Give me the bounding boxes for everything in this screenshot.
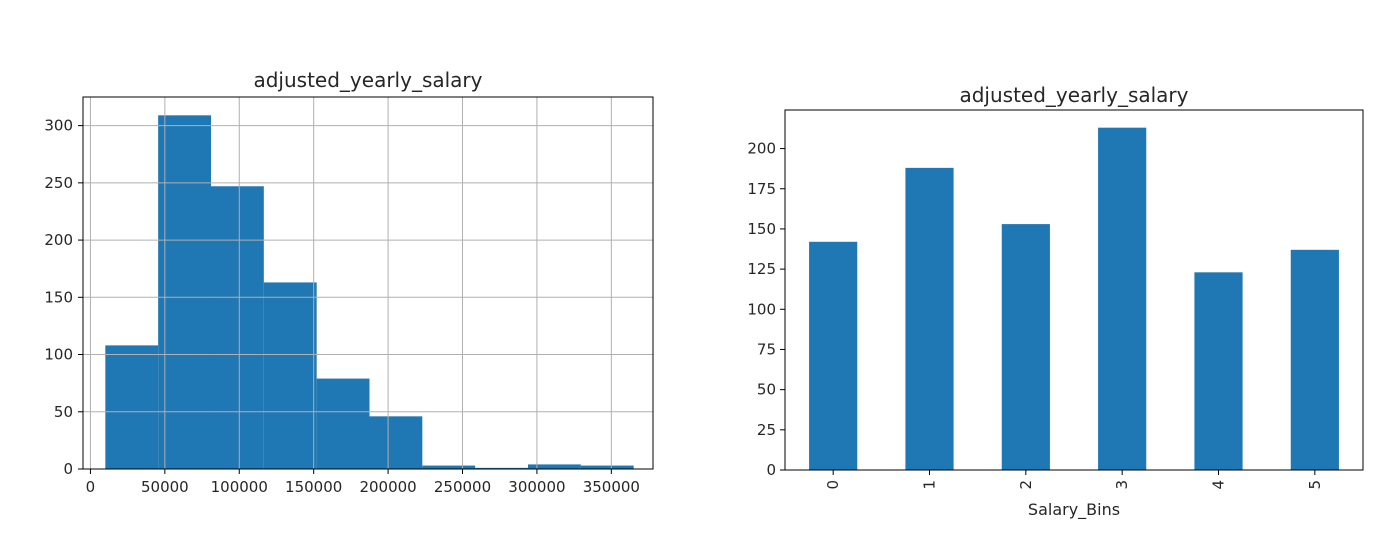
bar-chart-y-tick-label: 50 (757, 381, 776, 399)
histogram-bar-1 (158, 115, 211, 469)
histogram-bar-4 (316, 378, 370, 469)
bar-4 (1194, 272, 1243, 470)
bar-chart-y-tick-label: 100 (747, 300, 776, 318)
bar-2 (1001, 224, 1050, 470)
histogram-y-ticks: 0 50 100 150 200 250 300 (44, 117, 83, 478)
histogram-bar-0 (105, 345, 159, 469)
histogram-y-tick-label: 250 (44, 174, 73, 192)
histogram-y-tick-label: 200 (44, 231, 73, 249)
bar-chart-y-tick-label: 75 (757, 340, 776, 358)
bar-chart-y-tick-label: 150 (747, 220, 776, 238)
bar-chart-title: adjusted_yearly_salary (959, 83, 1188, 107)
bar-chart-y-tick-label: 175 (747, 180, 776, 198)
bar-chart-x-tick-label: 3 (1113, 480, 1131, 490)
histogram-bars (105, 115, 634, 469)
bar-chart-y-ticks: 0 25 50 75 100 125 150 175 200 (747, 140, 785, 479)
bar-chart-bars (809, 127, 1339, 470)
histogram-x-ticks: 0 50000 100000 150000 200000 250000 300000 3500… (86, 469, 640, 496)
histogram-bar-7 (475, 467, 528, 469)
histogram-x-tick-label: 250000 (434, 478, 491, 496)
histogram-bar-8 (527, 464, 581, 469)
bar-chart-y-tick-label: 200 (747, 140, 776, 158)
histogram-y-tick-label: 300 (44, 117, 73, 135)
histogram-bar-9 (580, 465, 634, 469)
bar-chart-x-tick-label: 1 (921, 480, 939, 490)
bar-chart-x-tick-label: 4 (1210, 480, 1228, 490)
bar-chart-x-tick-label: 0 (824, 480, 842, 490)
histogram-title: adjusted_yearly_salary (253, 68, 482, 92)
bar-chart-x-ticks: 0 1 2 3 4 5 (824, 470, 1324, 490)
histogram-bar-5 (369, 416, 423, 469)
histogram-bar-3 (263, 282, 317, 469)
histogram-x-tick-label: 150000 (285, 478, 342, 496)
histogram-x-tick-label: 50000 (141, 478, 189, 496)
bar-chart-x-tick-label: 5 (1306, 480, 1324, 490)
histogram-x-tick-label: 200000 (359, 478, 416, 496)
histogram-x-tick-label: 100000 (211, 478, 268, 496)
histogram-axes-frame (82, 96, 654, 470)
histogram-y-tick-label: 150 (44, 288, 73, 306)
histogram-y-tick-label: 0 (63, 460, 73, 478)
histogram-bar-6 (422, 465, 476, 469)
bar-1 (905, 167, 954, 470)
histogram-x-tick-label: 350000 (583, 478, 640, 496)
bar-5 (1290, 249, 1339, 470)
bar-chart-y-tick-label: 0 (766, 461, 776, 479)
histogram-chart: 0 50000 100000 150000 200000 250000 300000 3500… (44, 68, 654, 496)
histogram-bar-2 (210, 186, 264, 469)
bar-chart-x-tick-label: 2 (1017, 480, 1035, 490)
histogram-y-tick-label: 50 (54, 403, 73, 421)
histogram-x-tick-label: 0 (86, 478, 96, 496)
bar-chart-x-axis-label: Salary_Bins (1028, 500, 1120, 520)
bar-chart-y-tick-label: 25 (757, 421, 776, 439)
bar-chart-axes-frame (784, 109, 1364, 471)
histogram-y-tick-label: 100 (44, 346, 73, 364)
histogram-grid (83, 97, 653, 470)
bar-3 (1098, 127, 1147, 470)
bar-0 (809, 241, 858, 470)
bar-chart: 0 1 2 3 4 5 0 25 50 75 100 125 150 175 200 adjusted_y… (747, 83, 1364, 520)
bar-chart-y-tick-label: 125 (747, 260, 776, 278)
histogram-x-tick-label: 300000 (508, 478, 565, 496)
